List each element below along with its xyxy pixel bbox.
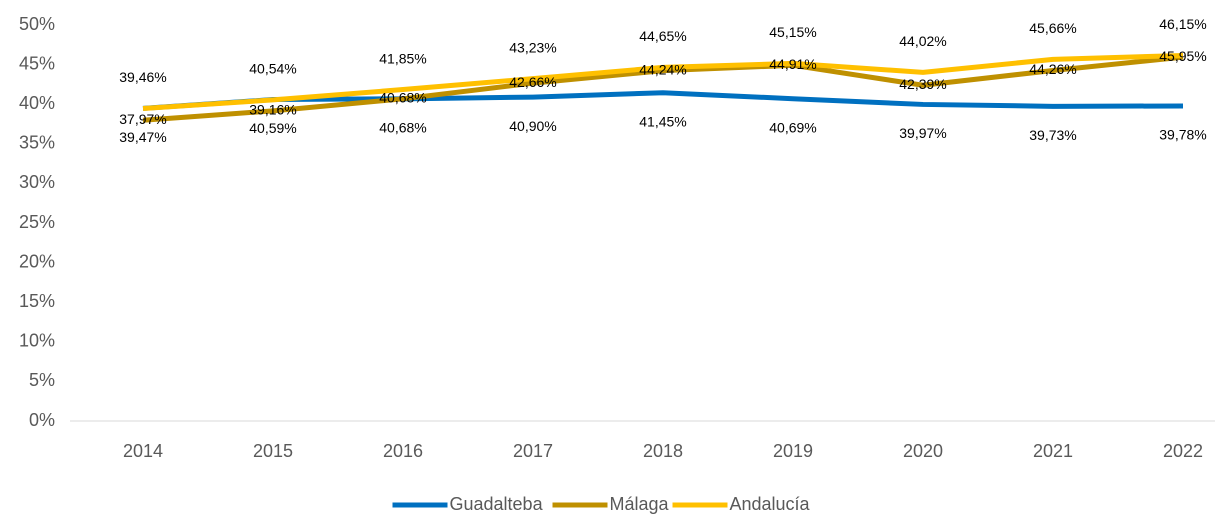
data-label: 46,15% (1159, 16, 1206, 32)
y-tick-label: 40% (19, 93, 55, 113)
x-tick-label: 2017 (513, 441, 553, 461)
data-label: 42,39% (899, 76, 946, 92)
y-tick-label: 0% (29, 410, 55, 430)
data-label: 43,23% (509, 39, 556, 55)
series-line (142, 54, 1184, 123)
x-tick-label: 2019 (773, 441, 813, 461)
data-label: 45,66% (1029, 20, 1076, 36)
data-label: 44,91% (769, 56, 816, 72)
y-tick-label: 10% (19, 331, 55, 351)
data-label: 39,97% (899, 125, 946, 141)
data-label: 44,65% (639, 28, 686, 44)
x-tick-label: 2020 (903, 441, 943, 461)
x-tick-label: 2014 (123, 441, 163, 461)
data-label: 39,16% (249, 102, 296, 118)
y-tick-label: 15% (19, 291, 55, 311)
data-label: 44,24% (639, 61, 686, 77)
y-tick-label: 50% (19, 14, 55, 34)
data-label: 42,66% (509, 74, 556, 90)
series-line (142, 52, 1184, 111)
legend-label: Guadalteba (450, 494, 544, 514)
data-label: 39,73% (1029, 127, 1076, 143)
x-tick-label: 2016 (383, 441, 423, 461)
data-label: 39,78% (1159, 127, 1206, 143)
data-label: 44,26% (1029, 61, 1076, 77)
x-tick-label: 2015 (253, 441, 293, 461)
data-label: 45,15% (769, 24, 816, 40)
legend-label: Málaga (610, 494, 670, 514)
data-label: 41,45% (639, 113, 686, 129)
data-label: 40,54% (249, 61, 296, 77)
data-label: 39,47% (119, 129, 166, 145)
y-tick-label: 30% (19, 172, 55, 192)
data-label: 40,69% (769, 119, 816, 135)
data-label: 39,46% (119, 69, 166, 85)
data-label: 37,97% (119, 111, 166, 127)
x-tick-label: 2021 (1033, 441, 1073, 461)
series-line (142, 90, 1184, 111)
data-label: 45,95% (1159, 48, 1206, 64)
data-label: 40,59% (249, 120, 296, 136)
data-label: 40,68% (379, 120, 426, 136)
legend-label: Andalucía (730, 494, 811, 514)
data-label: 44,02% (899, 33, 946, 49)
y-tick-label: 45% (19, 53, 55, 73)
y-tick-label: 5% (29, 370, 55, 390)
y-tick-label: 35% (19, 133, 55, 153)
data-label: 40,68% (379, 90, 426, 106)
x-tick-label: 2018 (643, 441, 683, 461)
data-label: 41,85% (379, 50, 426, 66)
data-label: 40,90% (509, 118, 556, 134)
y-tick-label: 25% (19, 212, 55, 232)
y-tick-label: 20% (19, 251, 55, 271)
x-tick-label: 2022 (1163, 441, 1203, 461)
